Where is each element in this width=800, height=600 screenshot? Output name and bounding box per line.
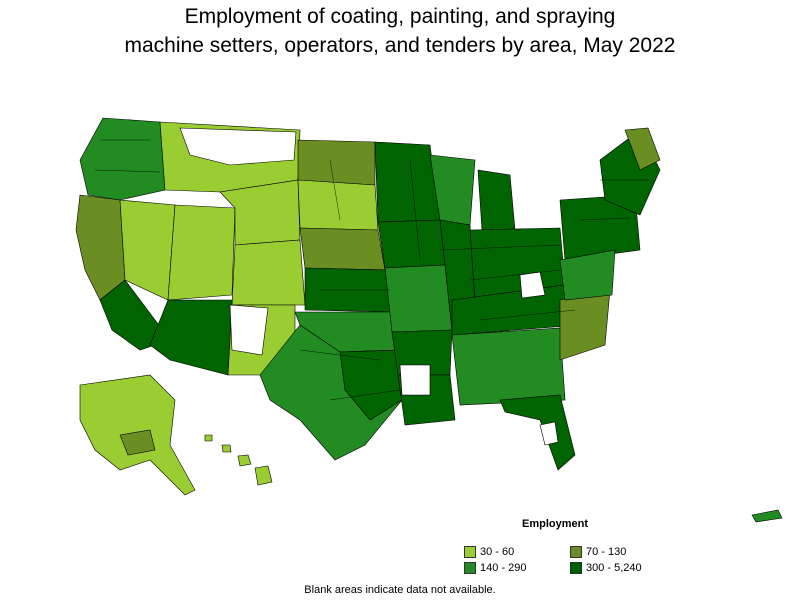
region-hawaii (204, 434, 273, 486)
region-texas-east (339, 349, 403, 421)
map-title-line1: Employment of coating, painting, and spr… (184, 5, 616, 28)
map-title: Employment of coating, painting, and spr… (0, 2, 800, 60)
data-availability-note: Blank areas indicate data not available. (304, 584, 496, 596)
region-mississippi-nodata (399, 364, 431, 396)
contiguous-us (75, 117, 661, 471)
legend-swatch (570, 546, 582, 558)
legend-item-70-130: 70 - 130 (570, 546, 626, 558)
region-north-dakota (297, 139, 376, 186)
region-puerto-rico (751, 509, 783, 523)
legend-label: 140 - 290 (480, 562, 527, 574)
region-montana-nodata (179, 127, 297, 166)
region-colorado (231, 239, 306, 306)
region-minnesota (374, 141, 441, 223)
region-nm-nodata (229, 304, 269, 356)
legend-item-30-60: 30 - 60 (464, 546, 514, 558)
region-arizona (149, 299, 233, 376)
region-pacific-northwest (79, 117, 166, 201)
us-map-svg (75, 117, 783, 523)
region-iowa (377, 219, 446, 269)
region-utah (167, 204, 236, 301)
region-california-north (75, 194, 126, 301)
region-missouri (384, 264, 453, 333)
region-alaska-south (119, 429, 156, 456)
legend-label: 300 - 5,240 (586, 562, 642, 574)
legend-label: 30 - 60 (480, 546, 515, 558)
region-virginia-maryland (559, 249, 616, 301)
legend-item-300-5240: 300 - 5,240 (570, 562, 642, 574)
legend-swatch (570, 562, 582, 574)
region-florida (499, 394, 576, 471)
legend-label: 70 - 130 (586, 546, 627, 558)
region-alabama-georgia (451, 327, 566, 406)
legend-swatch (464, 546, 476, 558)
region-florida-nodata (539, 421, 559, 446)
region-maine (624, 127, 661, 171)
area-boundaries (94, 139, 650, 401)
map-title-line2: machine setters, operators, and tenders … (124, 34, 676, 57)
legend-item-140-290: 140 - 290 (464, 562, 526, 574)
choropleth-map (0, 100, 800, 530)
region-nebraska (299, 227, 386, 271)
legend-swatch (464, 562, 476, 574)
region-michigan (477, 169, 516, 231)
region-south-dakota (297, 179, 379, 231)
legend-title: Employment (522, 518, 589, 530)
region-carolinas (559, 289, 611, 361)
